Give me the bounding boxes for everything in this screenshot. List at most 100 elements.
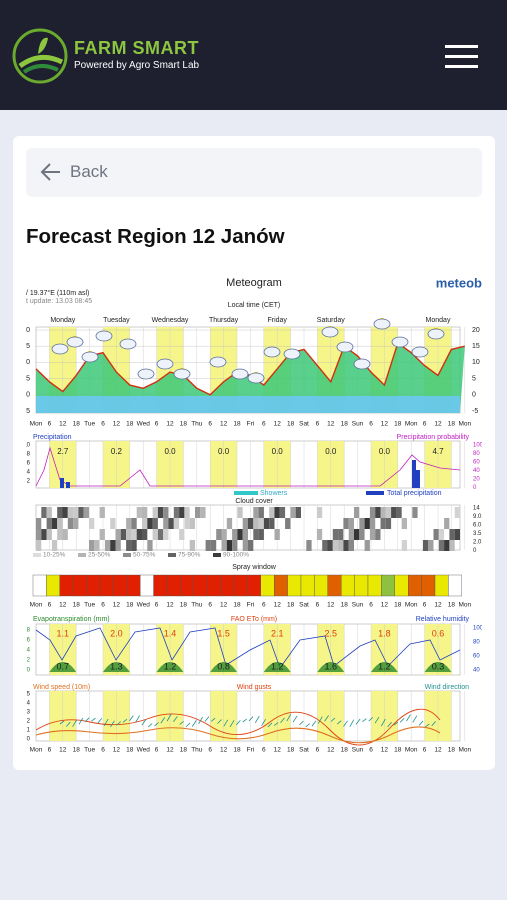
cloud-cell <box>99 507 105 518</box>
cloud-cell <box>83 507 89 518</box>
cloud-cell <box>327 540 333 551</box>
cloud-cell <box>136 529 142 540</box>
cold-band <box>36 396 460 413</box>
cloud-cell <box>306 540 312 551</box>
spray-cell <box>153 574 168 597</box>
label: Spray window <box>232 564 277 571</box>
spray-cell <box>180 574 194 597</box>
label: 0.2 <box>111 447 123 456</box>
cloud-cell <box>163 518 169 529</box>
cloud-cell <box>401 518 407 529</box>
label: 18 <box>233 421 241 428</box>
label: 12 <box>434 421 442 428</box>
label: 12 <box>220 747 228 754</box>
cloud-cell <box>338 540 344 551</box>
cloud-cell <box>120 529 127 540</box>
menu-button[interactable] <box>445 44 479 70</box>
wind-arrow <box>166 713 172 722</box>
label: 6 <box>316 421 320 428</box>
label: 6 <box>155 421 159 428</box>
legend-swatch <box>366 491 384 495</box>
label: 12 <box>327 421 335 428</box>
cloud-cell <box>232 540 238 551</box>
wind-arrow <box>236 720 241 726</box>
spray-cell <box>421 574 436 597</box>
label: Showers <box>260 490 288 497</box>
spray-cell <box>367 574 382 597</box>
wind-arrow <box>116 721 121 726</box>
wind-arrow <box>179 720 184 725</box>
label: 6 <box>262 747 266 754</box>
label: FAO ETo (mm) <box>231 616 277 623</box>
cloud-cell <box>152 507 158 518</box>
label: Local time (CET) <box>228 302 281 309</box>
wind-arrow <box>204 716 210 722</box>
wind-arrow <box>349 719 355 727</box>
wind-arrow <box>299 720 304 726</box>
label: 12 <box>327 602 335 609</box>
cloud-cell <box>369 529 376 540</box>
spray-cell <box>86 574 101 597</box>
wind-arrow <box>248 716 254 722</box>
label: 40 <box>473 668 480 674</box>
spray-cell <box>300 574 315 597</box>
back-label[interactable]: Back <box>70 162 108 181</box>
cloud-cell <box>157 507 164 518</box>
cloud-cell <box>449 540 455 551</box>
spray-cell <box>448 574 462 597</box>
label: 18 <box>394 421 402 428</box>
wind-arrow <box>185 722 191 728</box>
label: 6 <box>316 747 320 754</box>
label: 0 <box>27 737 31 743</box>
label: 5 <box>27 692 31 698</box>
spray-cell <box>46 574 61 597</box>
label: 6 <box>208 602 212 609</box>
cloud-cell <box>173 507 180 518</box>
label: 6 <box>101 747 105 754</box>
cloud-cell <box>73 507 79 518</box>
label: 6 <box>262 421 266 428</box>
et-hump <box>424 662 452 672</box>
wind-arrow <box>393 721 399 726</box>
cloud-cell <box>242 518 248 529</box>
cloud-cell <box>216 529 222 540</box>
label: 10 <box>26 359 30 366</box>
spray-cell <box>274 574 288 597</box>
label: 12 <box>274 421 282 428</box>
label: Mon <box>458 602 471 609</box>
label: 5 <box>26 375 30 382</box>
back-button[interactable] <box>26 148 482 197</box>
cloud-cell <box>385 518 392 529</box>
label: 12 <box>381 421 389 428</box>
label: 10-25% <box>43 552 66 559</box>
cloud-cell <box>322 540 328 551</box>
label: 6 <box>369 421 373 428</box>
label: Total precipitation <box>387 490 442 497</box>
spray-cell <box>126 574 141 597</box>
label: 6 <box>101 421 105 428</box>
label: -5 <box>472 408 478 415</box>
cloud-cell <box>343 518 349 529</box>
logo <box>12 28 68 84</box>
spray-cell <box>341 574 355 597</box>
spray-cell <box>434 574 449 597</box>
label: 2.0 <box>473 540 482 546</box>
wind-arrow <box>254 715 260 723</box>
wind-arrow <box>336 720 342 725</box>
label: Wed <box>137 747 151 754</box>
wind-arrow <box>160 717 166 724</box>
cloud-cell <box>290 507 296 518</box>
wind-arrow <box>141 719 147 726</box>
wind-arrow <box>223 719 229 727</box>
cloud-cell <box>62 529 68 540</box>
cloud-cell <box>36 529 42 540</box>
label: 20 <box>26 327 30 334</box>
cloud-cell <box>36 518 42 529</box>
wind-arrow <box>147 723 153 728</box>
wind-arrow <box>286 713 292 722</box>
label: Fri <box>247 747 255 754</box>
label: 50-75% <box>133 552 156 559</box>
label: t update: 13.03 08:45 <box>26 298 92 305</box>
back-arrow[interactable] <box>40 162 62 182</box>
label: Fri <box>247 602 255 609</box>
